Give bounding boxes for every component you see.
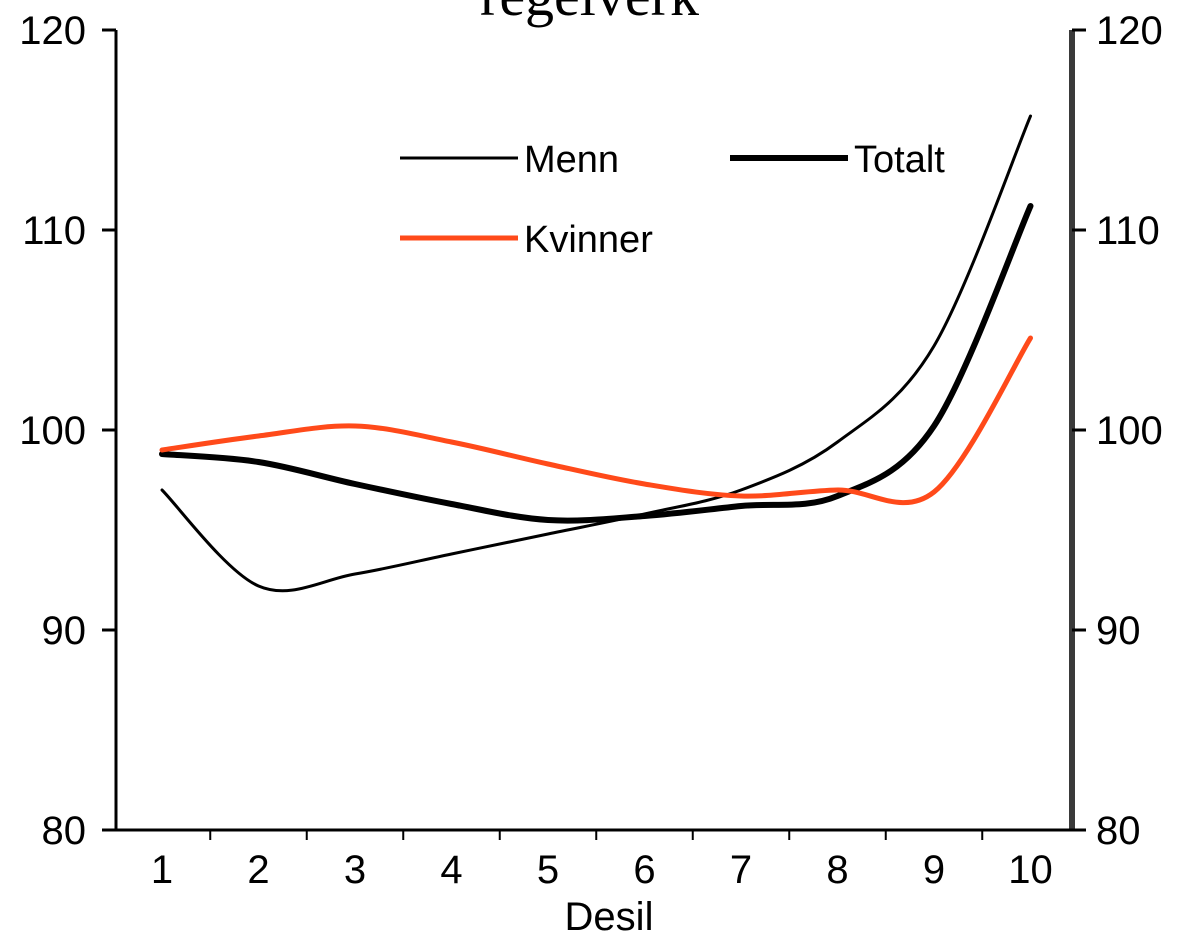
legend-label-kvinner: Kvinner (524, 219, 653, 261)
x-tick-label: 1 (151, 848, 173, 892)
y-tick-label-left: 100 (19, 409, 86, 453)
x-tick-label: 8 (826, 848, 848, 892)
x-tick-label: 3 (344, 848, 366, 892)
y-tick-label-left: 80 (42, 809, 87, 853)
y-tick-label-right: 80 (1096, 809, 1141, 853)
x-tick-label: 4 (440, 848, 462, 892)
series-line-totalt (159, 203, 1034, 524)
x-tick-label: 2 (247, 848, 269, 892)
legend-label-menn: Menn (524, 139, 619, 181)
y-tick-label-right: 100 (1096, 409, 1163, 453)
y-tick-label-left: 120 (19, 9, 86, 53)
x-tick-label: 6 (633, 848, 655, 892)
axes: 80 80 90 90 100 100 110 110 120 120 1 2 3 4 5 6 7 8 9 10 (19, 9, 1163, 892)
y-tick-label-left: 90 (42, 609, 87, 653)
chart-title: regelverk (0, 0, 1179, 29)
series-line-kvinner (159, 335, 1033, 505)
legend: Menn Totalt Kvinner (400, 139, 945, 261)
y-tick-label-right: 110 (1096, 209, 1160, 253)
y-tick-label-left: 110 (22, 209, 86, 253)
x-tick-label: 10 (1008, 848, 1053, 892)
x-tick-label: 7 (730, 848, 752, 892)
x-axis-label: Desil (565, 895, 654, 939)
x-tick-label: 9 (923, 848, 945, 892)
series-layer (159, 114, 1034, 593)
legend-label-totalt: Totalt (854, 139, 945, 181)
y-tick-label-right: 90 (1096, 609, 1141, 653)
x-tick-label: 5 (537, 848, 559, 892)
y-tick-label-right: 120 (1096, 9, 1163, 53)
